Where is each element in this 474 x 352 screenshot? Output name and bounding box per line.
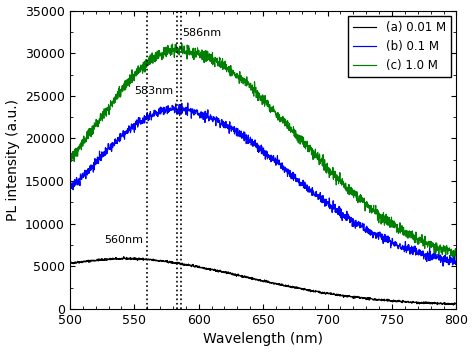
Text: 586nm: 586nm	[182, 28, 221, 38]
(c) 1.0 M	[231, 70, 237, 74]
(b) 0.1 M	[185, 101, 191, 105]
(c) 1.0 M	[113, 97, 118, 101]
(c) 1.0 M	[454, 255, 459, 259]
(b) 0.1 M	[113, 137, 118, 141]
(c) 1.0 M	[97, 118, 102, 122]
(c) 1.0 M	[179, 42, 184, 46]
X-axis label: Wavelength (nm): Wavelength (nm)	[203, 332, 323, 346]
(a) 0.01 M	[97, 258, 102, 262]
(b) 0.1 M	[239, 134, 245, 138]
Line: (b) 0.1 M: (b) 0.1 M	[70, 103, 456, 266]
(b) 0.1 M	[440, 264, 446, 268]
(c) 1.0 M	[239, 78, 245, 82]
Text: 583nm: 583nm	[134, 86, 173, 96]
Text: 560nm: 560nm	[104, 235, 143, 245]
(a) 0.01 M	[246, 276, 252, 280]
Y-axis label: PL intensity (a.u.): PL intensity (a.u.)	[6, 99, 19, 221]
Line: (c) 1.0 M: (c) 1.0 M	[70, 44, 456, 260]
(b) 0.1 M	[231, 124, 237, 128]
(a) 0.01 M	[67, 261, 73, 265]
(b) 0.1 M	[454, 260, 459, 264]
(c) 1.0 M	[453, 258, 459, 262]
(c) 1.0 M	[67, 162, 73, 166]
Line: (a) 0.01 M: (a) 0.01 M	[70, 257, 456, 305]
(b) 0.1 M	[246, 140, 252, 144]
(c) 1.0 M	[287, 127, 293, 131]
(a) 0.01 M	[239, 276, 245, 280]
(a) 0.01 M	[121, 254, 127, 259]
(a) 0.01 M	[454, 302, 459, 306]
(a) 0.01 M	[231, 272, 237, 276]
Legend: (a) 0.01 M, (b) 0.1 M, (c) 1.0 M: (a) 0.01 M, (b) 0.1 M, (c) 1.0 M	[348, 17, 451, 77]
(a) 0.01 M	[450, 303, 456, 307]
(b) 0.1 M	[67, 184, 73, 189]
(b) 0.1 M	[97, 156, 102, 160]
(c) 1.0 M	[246, 84, 252, 89]
(a) 0.01 M	[287, 284, 293, 288]
(a) 0.01 M	[113, 256, 118, 260]
(b) 0.1 M	[287, 169, 293, 173]
